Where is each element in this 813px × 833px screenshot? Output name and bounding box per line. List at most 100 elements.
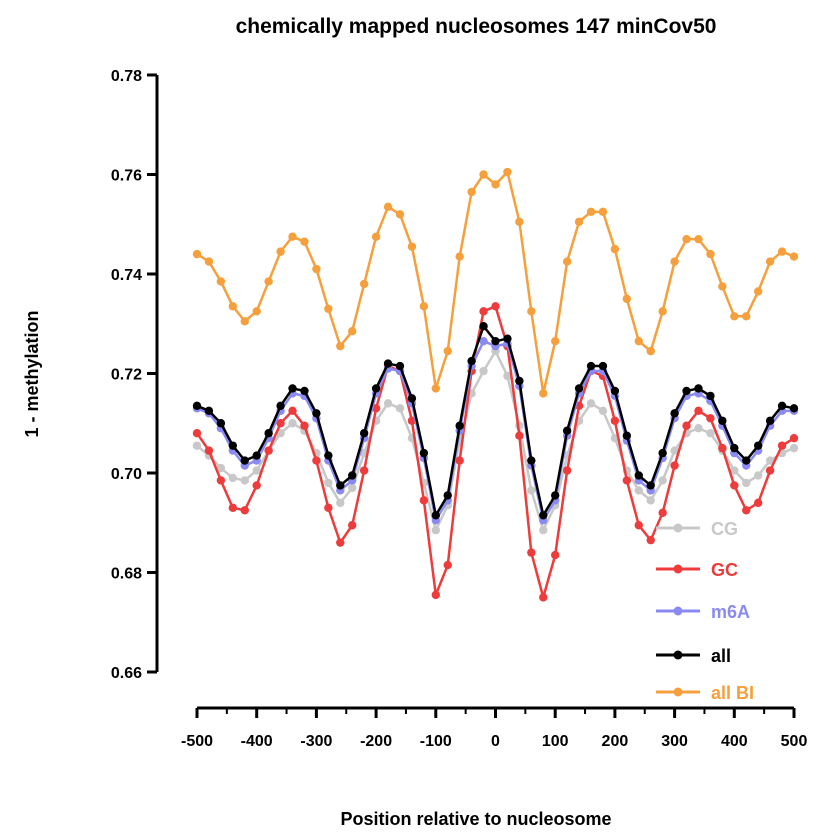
legend-swatch-dot: [673, 687, 683, 697]
data-point: [479, 307, 488, 316]
data-point: [276, 419, 285, 428]
data-point: [777, 247, 787, 256]
data-point: [551, 491, 560, 500]
legend-swatch-dot: [673, 606, 683, 616]
data-point: [694, 234, 703, 244]
data-point: [240, 456, 249, 465]
data-point: [204, 257, 214, 266]
data-point: [634, 336, 643, 346]
x-tick-label: -300: [300, 733, 332, 750]
data-point: [742, 456, 751, 465]
data-point: [574, 384, 584, 393]
data-point: [562, 426, 572, 435]
data-point: [515, 217, 524, 226]
data-point: [646, 346, 655, 356]
x-axis-label: Position relative to nucleosome: [340, 809, 611, 829]
data-point: [646, 496, 655, 505]
legend-label: GC: [711, 560, 738, 580]
data-point: [252, 307, 261, 316]
data-point: [312, 456, 321, 465]
data-point: [300, 386, 309, 396]
data-point: [742, 478, 751, 488]
data-point: [252, 481, 261, 490]
data-point: [765, 257, 775, 266]
legend-swatch-dot: [673, 650, 683, 660]
data-point: [491, 302, 500, 311]
data-point: [192, 249, 202, 259]
data-point: [336, 481, 345, 490]
data-point: [706, 429, 715, 438]
data-point: [383, 359, 393, 368]
data-point: [789, 252, 799, 261]
data-point: [622, 476, 632, 485]
data-point: [730, 466, 739, 475]
data-point: [288, 419, 297, 428]
data-point: [646, 481, 655, 490]
y-tick-label: 0.68: [111, 566, 142, 583]
data-point: [753, 471, 763, 480]
y-tick-label: 0.72: [111, 367, 142, 384]
data-point: [228, 302, 238, 311]
data-point: [730, 443, 739, 453]
data-point: [706, 249, 715, 259]
data-point: [634, 521, 643, 530]
series-gc: [192, 302, 799, 602]
data-point: [634, 486, 643, 495]
data-point: [598, 406, 608, 416]
data-point: [419, 448, 429, 458]
data-point: [455, 252, 464, 261]
data-point: [670, 446, 679, 455]
series-all: [192, 322, 799, 520]
data-point: [730, 481, 739, 490]
data-point: [610, 386, 620, 396]
data-point: [503, 371, 512, 381]
x-tick-label: 400: [721, 733, 748, 750]
y-tick-label: 0.70: [111, 466, 142, 483]
data-point: [718, 416, 727, 425]
data-point: [276, 401, 285, 411]
data-point: [240, 506, 249, 515]
data-point: [336, 341, 345, 351]
data-point: [479, 170, 488, 179]
data-point: [503, 334, 512, 343]
legend: CG GC m6A all all BI: [656, 519, 754, 703]
y-tick-label: 0.76: [111, 168, 142, 185]
data-point: [455, 421, 464, 430]
data-point: [431, 590, 440, 600]
data-point: [562, 257, 572, 266]
data-point: [407, 394, 417, 403]
data-point: [443, 491, 452, 500]
data-point: [383, 202, 393, 212]
data-point: [359, 279, 369, 289]
data-point: [359, 466, 369, 475]
data-point: [551, 550, 560, 560]
data-point: [753, 287, 763, 296]
data-point: [288, 406, 297, 416]
data-point: [777, 441, 787, 450]
legend-swatch-dot: [673, 564, 683, 574]
data-point: [551, 336, 560, 346]
series-cg: [192, 346, 799, 535]
y-tick-label: 0.74: [111, 267, 142, 284]
x-tick-label: -500: [181, 733, 213, 750]
y-axis-label: 1 - methylation: [22, 310, 42, 437]
data-point: [598, 361, 608, 371]
data-point: [622, 431, 632, 440]
data-point: [539, 389, 548, 398]
data-point: [479, 366, 488, 376]
data-point: [204, 406, 214, 416]
data-point: [348, 521, 357, 530]
x-tick-label: 0: [491, 733, 500, 750]
data-point: [371, 384, 381, 393]
data-point: [264, 446, 273, 455]
data-point: [777, 401, 787, 411]
data-point: [312, 409, 321, 418]
data-point: [789, 443, 799, 453]
data-point: [288, 384, 297, 393]
data-point: [443, 346, 452, 356]
data-point: [765, 466, 775, 475]
x-tick-label: -200: [360, 733, 392, 750]
data-point: [228, 441, 238, 450]
data-point: [252, 466, 261, 475]
